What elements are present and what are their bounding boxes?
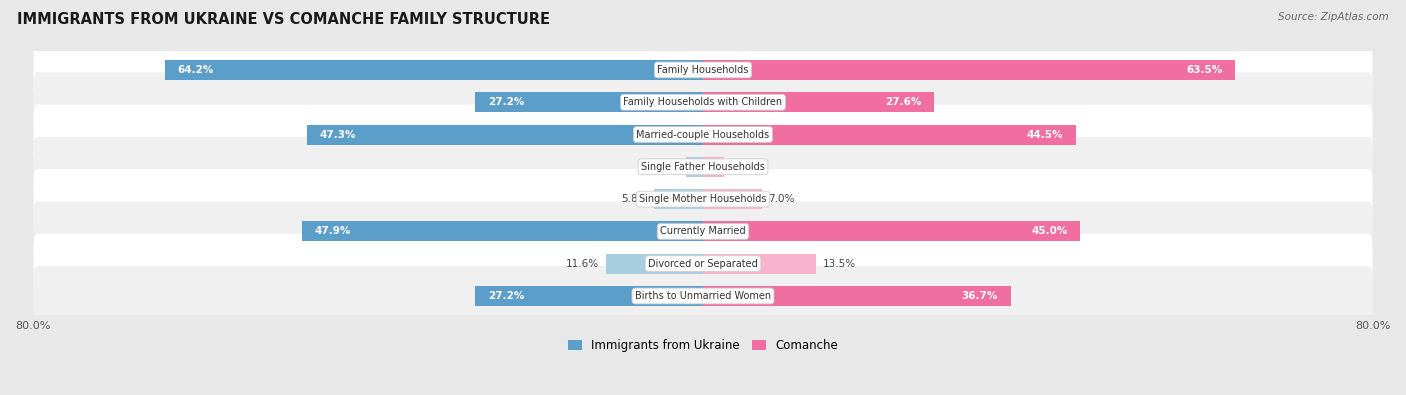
Bar (302, 221, 703, 241)
Bar (475, 286, 703, 306)
Text: 44.5%: 44.5% (1026, 130, 1063, 139)
Text: 36.7%: 36.7% (962, 291, 998, 301)
Bar (703, 92, 934, 112)
Text: Single Father Households: Single Father Households (641, 162, 765, 172)
Text: Currently Married: Currently Married (661, 226, 745, 236)
Text: 11.6%: 11.6% (567, 259, 599, 269)
FancyBboxPatch shape (34, 201, 1372, 261)
Bar (703, 286, 1011, 306)
Bar (654, 189, 703, 209)
Text: Source: ZipAtlas.com: Source: ZipAtlas.com (1278, 12, 1389, 22)
Text: 45.0%: 45.0% (1031, 226, 1067, 236)
Text: 7.0%: 7.0% (768, 194, 794, 204)
FancyBboxPatch shape (34, 169, 1372, 229)
Bar (703, 254, 815, 274)
Bar (703, 157, 724, 177)
Text: IMMIGRANTS FROM UKRAINE VS COMANCHE FAMILY STRUCTURE: IMMIGRANTS FROM UKRAINE VS COMANCHE FAMI… (17, 12, 550, 27)
Text: 2.5%: 2.5% (731, 162, 758, 172)
Text: 5.8%: 5.8% (621, 194, 648, 204)
Bar (475, 92, 703, 112)
Bar (703, 124, 1076, 145)
FancyBboxPatch shape (34, 72, 1372, 132)
Text: 47.9%: 47.9% (314, 226, 350, 236)
Legend: Immigrants from Ukraine, Comanche: Immigrants from Ukraine, Comanche (562, 335, 844, 357)
Text: 13.5%: 13.5% (823, 259, 856, 269)
Bar (606, 254, 703, 274)
Text: Births to Unmarried Women: Births to Unmarried Women (636, 291, 770, 301)
FancyBboxPatch shape (34, 137, 1372, 197)
FancyBboxPatch shape (34, 266, 1372, 326)
FancyBboxPatch shape (34, 40, 1372, 100)
Text: Family Households with Children: Family Households with Children (623, 97, 783, 107)
Text: 27.2%: 27.2% (488, 97, 524, 107)
Text: Divorced or Separated: Divorced or Separated (648, 259, 758, 269)
Text: Family Households: Family Households (658, 65, 748, 75)
Text: 63.5%: 63.5% (1187, 65, 1222, 75)
Bar (703, 60, 1234, 80)
Bar (307, 124, 703, 145)
Bar (703, 189, 762, 209)
Text: 2.0%: 2.0% (654, 162, 679, 172)
Text: 64.2%: 64.2% (177, 65, 214, 75)
Text: 47.3%: 47.3% (319, 130, 356, 139)
FancyBboxPatch shape (34, 234, 1372, 293)
Bar (165, 60, 703, 80)
Text: 27.6%: 27.6% (886, 97, 922, 107)
Text: Single Mother Households: Single Mother Households (640, 194, 766, 204)
FancyBboxPatch shape (34, 105, 1372, 164)
Text: 27.2%: 27.2% (488, 291, 524, 301)
Bar (703, 221, 1080, 241)
Text: Married-couple Households: Married-couple Households (637, 130, 769, 139)
Bar (686, 157, 703, 177)
